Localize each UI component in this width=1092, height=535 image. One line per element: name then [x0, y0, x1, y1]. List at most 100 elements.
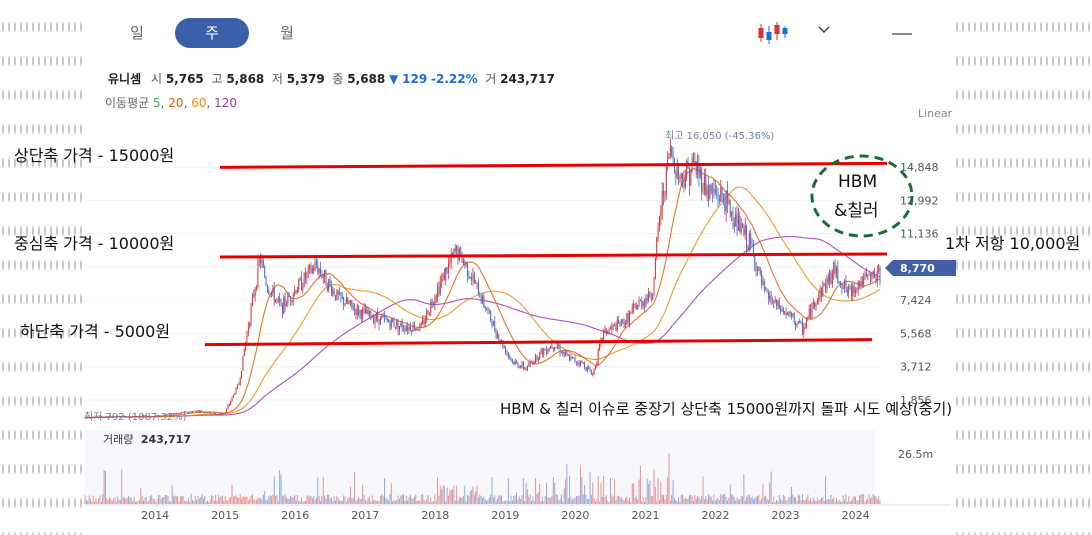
- volume-bar: [352, 497, 354, 504]
- volume-bar: [212, 496, 214, 504]
- candle-body: [439, 282, 441, 294]
- candle-body: [487, 310, 489, 311]
- x-tick-label: 2014: [141, 509, 169, 522]
- candle-body: [371, 317, 373, 319]
- volume-bar: [295, 499, 297, 504]
- candle-body: [513, 361, 515, 365]
- volume-title-value: 243,717: [141, 433, 191, 446]
- candle-body: [507, 352, 509, 356]
- candle-body: [98, 417, 100, 418]
- candle-body: [269, 293, 271, 295]
- low-label: 저: [271, 72, 283, 86]
- candle-body: [590, 371, 592, 375]
- volume-bar: [332, 501, 334, 504]
- volume-bar: [356, 499, 358, 504]
- volume-bar: [456, 485, 458, 504]
- candle-body: [231, 397, 233, 402]
- candle-body: [709, 184, 711, 199]
- volume-bar: [243, 496, 245, 504]
- volume-bar: [222, 495, 223, 504]
- x-tick-label: 2016: [281, 509, 309, 522]
- volume-bar: [609, 477, 611, 504]
- tab-day[interactable]: 일: [130, 24, 144, 42]
- volume-bar: [251, 494, 253, 504]
- candle-body: [445, 267, 447, 281]
- candle-body: [663, 191, 665, 196]
- candle-body: [171, 413, 173, 415]
- candle-body: [132, 416, 134, 417]
- candle-body: [603, 330, 605, 340]
- candle-body: [373, 317, 375, 323]
- candle-body: [837, 267, 839, 283]
- candle-body: [578, 362, 580, 366]
- volume-bar: [852, 497, 854, 504]
- x-tick-label: 2017: [351, 509, 379, 522]
- volume-bar: [592, 482, 594, 504]
- volume-bar: [247, 500, 249, 504]
- candle-body: [462, 261, 464, 264]
- candle-body: [174, 413, 176, 415]
- volume-bar: [565, 479, 567, 504]
- volume-bar: [442, 485, 444, 504]
- ma-period-120: 120: [214, 96, 238, 110]
- volume-bar: [238, 497, 240, 504]
- candle-body: [766, 289, 768, 293]
- chevron-down-icon[interactable]: [816, 24, 832, 36]
- candlestick-icon[interactable]: [756, 20, 790, 46]
- candle-body: [420, 323, 422, 325]
- candle-body: [341, 297, 343, 298]
- volume-bar: [773, 496, 775, 504]
- candle-body: [722, 194, 724, 202]
- volume-bar: [348, 496, 350, 504]
- candle-body: [183, 411, 185, 413]
- volume-bar: [494, 495, 496, 504]
- volume-title-label: 거래량: [103, 433, 133, 446]
- volume-bar: [245, 496, 247, 504]
- candle-body: [679, 178, 681, 180]
- volume-bar: [487, 499, 489, 504]
- volume-bar: [558, 500, 560, 504]
- volume-bar: [275, 496, 277, 504]
- x-tick-label: 2024: [842, 509, 870, 522]
- candle-body: [257, 260, 259, 288]
- candle-body: [287, 295, 289, 304]
- volume-bar: [452, 489, 454, 504]
- candle-body: [575, 361, 577, 364]
- volume-bar: [305, 501, 307, 504]
- volume-bar: [246, 496, 248, 504]
- candle-body: [496, 334, 498, 338]
- candle-body: [785, 311, 787, 316]
- volume-bar: [792, 494, 794, 504]
- volume-bar: [454, 500, 456, 504]
- candle-body: [251, 294, 253, 306]
- volume-bar: [731, 494, 733, 504]
- candle-body: [639, 300, 641, 302]
- volume-bar: [303, 501, 305, 504]
- candle-body: [842, 288, 844, 290]
- candle-body: [472, 275, 474, 280]
- volume-bar: [588, 499, 590, 504]
- volume-bar: [201, 494, 203, 504]
- y-tick-label: 7,424: [900, 294, 932, 307]
- tab-month[interactable]: 월: [280, 24, 294, 42]
- candle-body: [149, 416, 151, 418]
- volume-bar: [569, 475, 571, 504]
- volume-bar: [170, 501, 172, 504]
- menu-icon[interactable]: [890, 26, 914, 40]
- volume-bar: [751, 496, 753, 504]
- candle-body: [631, 307, 633, 313]
- volume-bar: [441, 489, 443, 504]
- candle-body: [770, 295, 772, 303]
- volume-bar: [158, 494, 159, 504]
- volume-bar: [642, 496, 644, 504]
- tab-week[interactable]: 주: [175, 18, 249, 48]
- candle-body: [182, 412, 184, 414]
- volume-bar: [104, 470, 106, 504]
- candle-body: [826, 277, 828, 290]
- volume-bar: [536, 494, 538, 504]
- candle-body: [616, 320, 618, 331]
- candle-body: [298, 280, 300, 291]
- volume-bar: [635, 495, 637, 504]
- candle-body: [160, 415, 162, 417]
